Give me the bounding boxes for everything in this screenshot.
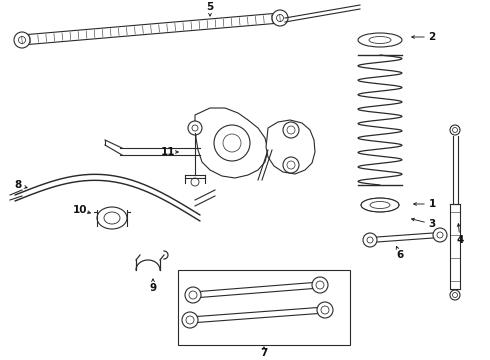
Ellipse shape bbox=[370, 202, 390, 208]
Text: 4: 4 bbox=[456, 235, 464, 245]
Text: 2: 2 bbox=[428, 32, 436, 42]
Text: 6: 6 bbox=[396, 250, 404, 260]
Circle shape bbox=[317, 302, 333, 318]
Circle shape bbox=[433, 228, 447, 242]
Ellipse shape bbox=[358, 33, 402, 47]
Text: 7: 7 bbox=[260, 348, 268, 358]
Ellipse shape bbox=[369, 36, 391, 44]
Circle shape bbox=[450, 125, 460, 135]
Circle shape bbox=[363, 233, 377, 247]
Polygon shape bbox=[22, 13, 280, 45]
Circle shape bbox=[312, 277, 328, 293]
Bar bbox=[178, 270, 350, 345]
Polygon shape bbox=[190, 307, 325, 323]
Text: 5: 5 bbox=[206, 2, 214, 12]
Circle shape bbox=[188, 121, 202, 135]
Text: 8: 8 bbox=[14, 180, 22, 190]
Circle shape bbox=[14, 32, 30, 48]
Polygon shape bbox=[193, 282, 320, 298]
Text: 1: 1 bbox=[428, 199, 436, 209]
Text: 11: 11 bbox=[161, 147, 175, 157]
Circle shape bbox=[185, 287, 201, 303]
Polygon shape bbox=[266, 120, 315, 174]
Circle shape bbox=[182, 312, 198, 328]
Circle shape bbox=[283, 157, 299, 173]
Circle shape bbox=[214, 125, 250, 161]
Polygon shape bbox=[195, 108, 268, 178]
Polygon shape bbox=[370, 233, 440, 243]
Circle shape bbox=[191, 178, 199, 186]
Ellipse shape bbox=[361, 198, 399, 212]
Circle shape bbox=[450, 290, 460, 300]
Text: 9: 9 bbox=[149, 283, 157, 293]
Circle shape bbox=[272, 10, 288, 26]
Ellipse shape bbox=[97, 207, 127, 229]
Text: 3: 3 bbox=[428, 219, 436, 229]
Circle shape bbox=[283, 122, 299, 138]
Text: 10: 10 bbox=[73, 205, 87, 215]
